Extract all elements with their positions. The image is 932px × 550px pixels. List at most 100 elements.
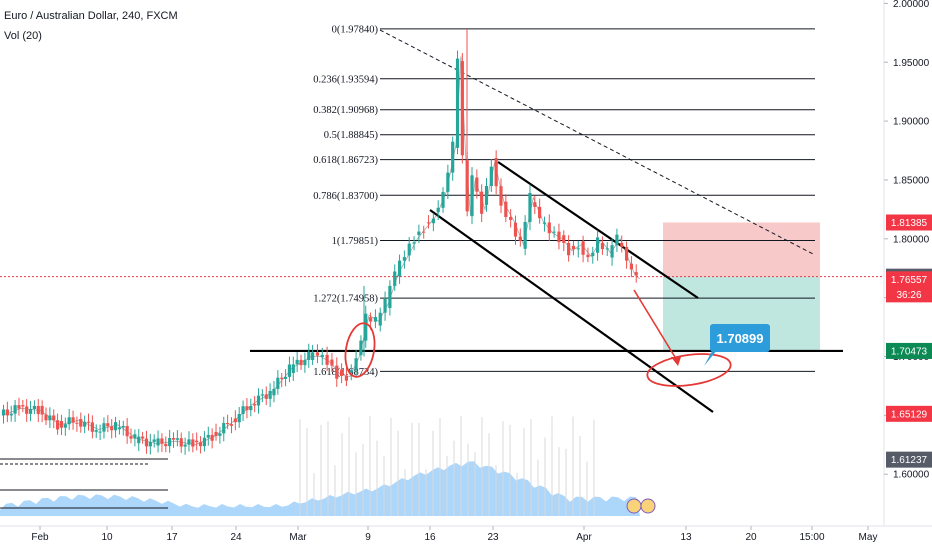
candle-body	[581, 241, 585, 255]
candle-body	[523, 221, 527, 249]
candle-body	[533, 202, 537, 207]
drawing-lines[interactable]	[0, 29, 884, 509]
price-tag-label: 1.65129	[891, 409, 928, 420]
candle-body	[547, 222, 551, 234]
candle-body	[397, 260, 402, 277]
event-flag-icon	[640, 498, 656, 514]
candle-body	[610, 245, 614, 258]
fib-label-0: 0(1.97840)	[332, 24, 379, 35]
candle-body	[489, 166, 493, 187]
candle-body	[5, 409, 9, 416]
candle-body	[183, 444, 187, 447]
time-tick-label: May	[859, 532, 878, 543]
candle-body	[359, 340, 363, 356]
time-tick-label: 17	[166, 532, 178, 543]
price-tick-label: 1.80000	[893, 234, 930, 245]
candle-body	[256, 395, 261, 406]
candle-body	[229, 424, 234, 426]
price-tick-label: 1.95000	[893, 58, 930, 69]
candle-body	[325, 354, 329, 365]
candle-body	[513, 222, 518, 237]
candle-body	[202, 437, 207, 447]
candle-body	[179, 438, 183, 447]
candle-body	[295, 359, 299, 365]
price-tag-label: 36:26	[896, 290, 921, 301]
fib-label-8: 1.618(1.68734)	[313, 367, 378, 378]
candle-body	[330, 359, 334, 366]
candle-body	[291, 364, 295, 373]
price-tag-label: 1.61237	[891, 455, 928, 466]
candle-body	[264, 394, 268, 399]
candle-body	[567, 242, 571, 256]
fib-label-4: 0.618(1.86723)	[313, 155, 378, 166]
candle-body	[451, 141, 455, 173]
callout-bubble	[710, 324, 770, 352]
candle-body	[1, 409, 6, 416]
candle-body	[538, 206, 542, 219]
time-tick-label: 23	[487, 532, 499, 543]
candle-body	[552, 231, 556, 233]
candle-body	[110, 426, 114, 431]
candle-body	[354, 358, 358, 371]
target-circle	[646, 353, 732, 387]
event-flag-icon	[626, 498, 642, 514]
candle-body	[48, 415, 52, 421]
price-tag	[886, 271, 932, 288]
candle-body	[340, 369, 344, 376]
candle-body	[125, 425, 129, 437]
candle-body	[195, 440, 199, 443]
time-axis[interactable]: Feb 10 17 24 Mar 9 16 23 Apr 13 20 15:00 May	[0, 525, 932, 543]
candle-body	[141, 436, 145, 439]
candle-body	[214, 431, 218, 436]
candle-body	[311, 352, 315, 360]
time-tick-label: 9	[365, 532, 371, 543]
price-tag	[886, 342, 932, 359]
candle-body	[233, 418, 237, 423]
price-tag-label: 1.70473	[891, 346, 928, 357]
candle-body	[175, 438, 179, 440]
price-axis[interactable]: 2.000001.950001.900001.850001.800001.750…	[883, 0, 932, 526]
fib-levels[interactable]: 0(1.97840) 0.236(1.93594) 0.382(1.90968) 0.…	[313, 24, 815, 378]
candle-body	[17, 405, 21, 409]
fib-label-5: 0.786(1.83700)	[313, 191, 378, 202]
candle-body	[591, 252, 595, 257]
fib-label-3: 0.5(1.88845)	[324, 130, 379, 141]
candle-body	[187, 439, 191, 445]
candle-body	[98, 431, 102, 433]
candle-body	[499, 186, 503, 206]
time-tick-label: 10	[101, 532, 113, 543]
candle-body	[253, 404, 257, 406]
candle-body	[307, 351, 311, 360]
fib-label-1: 0.236(1.93594)	[313, 74, 378, 85]
candle-body	[426, 222, 431, 224]
candle-body	[615, 234, 619, 246]
candle-body	[90, 422, 94, 432]
candle-body	[222, 422, 226, 434]
candle-body	[344, 375, 349, 381]
candle-body	[335, 365, 339, 379]
candle-body	[191, 439, 195, 447]
candle-body	[576, 248, 580, 250]
candle-body	[52, 415, 56, 421]
breakout-circle	[344, 322, 376, 378]
candle-body	[441, 191, 445, 208]
candle-body	[378, 312, 382, 326]
candle-body	[249, 406, 253, 411]
candle-body	[470, 175, 474, 217]
candle-body	[542, 222, 547, 224]
candle-body	[634, 272, 638, 276]
candle-body	[557, 231, 561, 243]
chart-title: Euro / Australian Dollar, 240, FXCM	[4, 10, 178, 22]
candle-body	[156, 438, 160, 446]
time-tick-label: 15:00	[799, 532, 824, 543]
candle-body	[241, 406, 245, 414]
candle-body	[226, 422, 230, 425]
candle-body	[148, 441, 152, 447]
candle-body	[620, 242, 624, 247]
fib-label-6: 1(1.79851)	[332, 236, 379, 247]
candle-body	[320, 354, 324, 357]
annotations[interactable]: 1.70899	[342, 289, 770, 514]
candle-body	[600, 242, 605, 250]
callout-label: 1.70899	[717, 331, 764, 346]
